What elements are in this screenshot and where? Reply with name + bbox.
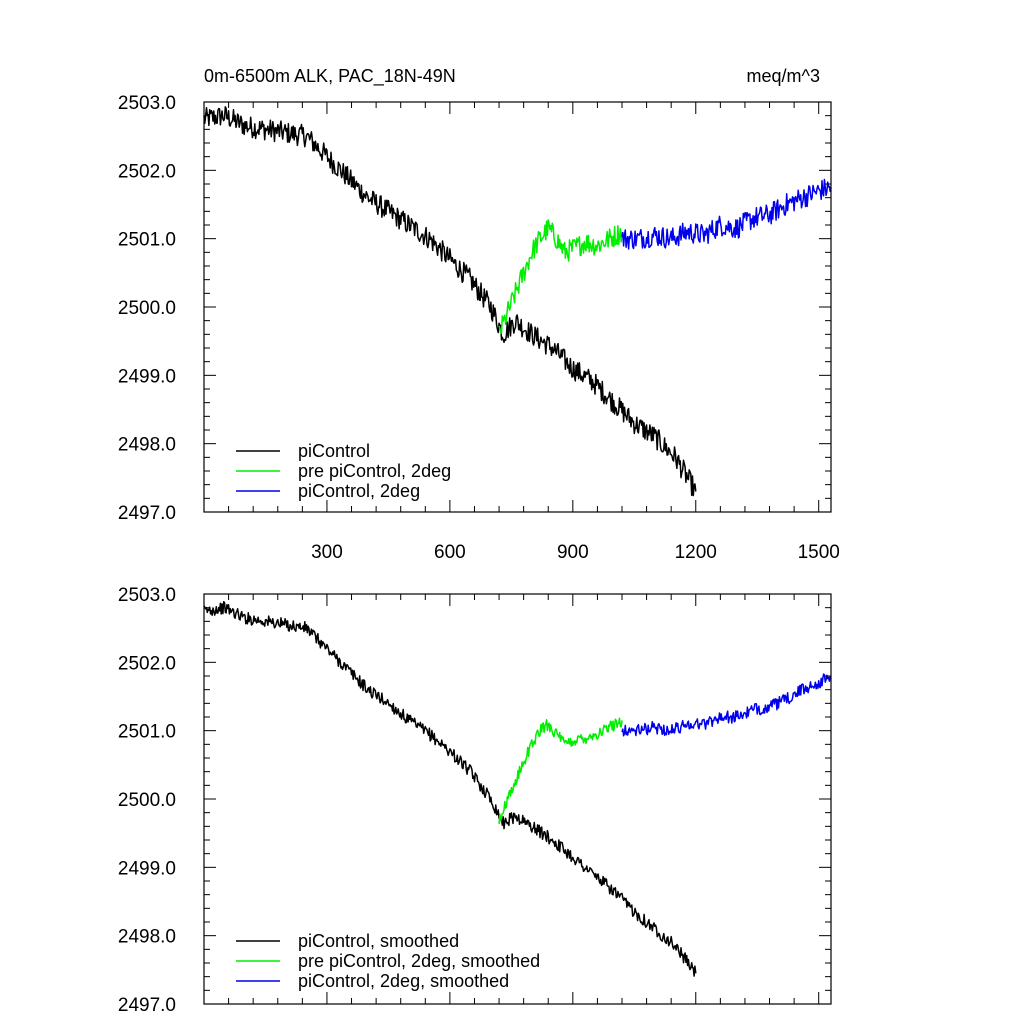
top-panel: 2497.0 2498.0 2499.0 2500.0 2501.0 2502.0 2503… <box>118 93 840 563</box>
top-x-tick-label: 1500 <box>798 542 840 563</box>
bottom-y-tick-label: 2502.0 <box>118 653 176 674</box>
legend-label-pre-picontrol-2deg: pre piControl, 2deg <box>298 461 451 481</box>
top-series-line-2 <box>621 178 832 250</box>
bottom-panel: 2497.0 2498.0 2499.0 2500.0 2501.0 2502.0 2503… <box>118 585 832 1016</box>
top-y-tick-label: 2500.0 <box>118 298 176 319</box>
top-series-line-0 <box>203 106 697 497</box>
top-series-line-1 <box>498 219 623 335</box>
top-x-tick-label: 900 <box>557 542 589 563</box>
bottom-y-tick-label: 2501.0 <box>118 722 176 743</box>
top-series-group <box>203 106 832 497</box>
top-y-tick-label: 2501.0 <box>118 230 176 251</box>
top-y-tick-label: 2503.0 <box>118 93 176 114</box>
legend-label-picontrol-2deg: piControl, 2deg <box>298 481 420 501</box>
bottom-y-tick-label: 2500.0 <box>118 790 176 811</box>
top-x-tick-label: 1200 <box>675 542 717 563</box>
top-legend: piControl pre piControl, 2deg piControl,… <box>236 441 451 501</box>
top-y-tick-labels: 2497.0 2498.0 2499.0 2500.0 2501.0 2502.0 2503… <box>118 93 176 524</box>
bottom-ticks-group <box>204 593 831 1005</box>
units-label: meq/m^3 <box>747 66 820 86</box>
bottom-y-tick-labels: 2497.0 2498.0 2499.0 2500.0 2501.0 2502.0 2503… <box>118 585 176 1016</box>
chart-title: 0m-6500m ALK, PAC_18N-49N <box>204 66 456 87</box>
top-y-tick-label: 2497.0 <box>118 503 176 524</box>
top-y-tick-label: 2498.0 <box>118 435 176 456</box>
top-x-tick-label: 600 <box>434 542 466 563</box>
legend-label-pre-picontrol-2deg-smoothed: pre piControl, 2deg, smoothed <box>298 951 540 971</box>
bottom-series-group <box>203 601 832 977</box>
top-x-tick-labels: 300 600 900 1200 1500 <box>311 542 840 563</box>
top-y-tick-label: 2502.0 <box>118 161 176 182</box>
bottom-series-line-0 <box>203 601 697 977</box>
bottom-y-tick-label: 2498.0 <box>118 927 176 948</box>
bottom-y-tick-label: 2499.0 <box>118 858 176 879</box>
bottom-y-tick-label: 2497.0 <box>118 995 176 1016</box>
bottom-y-tick-label: 2503.0 <box>118 585 176 606</box>
bottom-series-line-2 <box>621 673 832 737</box>
legend-label-picontrol-2deg-smoothed: piControl, 2deg, smoothed <box>298 971 509 991</box>
bottom-series-line-1 <box>498 717 623 825</box>
legend-label-picontrol-smoothed: piControl, smoothed <box>298 931 459 951</box>
bottom-legend: piControl, smoothed pre piControl, 2deg,… <box>236 931 540 991</box>
top-x-tick-label: 300 <box>311 542 343 563</box>
top-ticks-group <box>204 101 831 513</box>
top-y-tick-label: 2499.0 <box>118 366 176 387</box>
legend-label-picontrol: piControl <box>298 441 370 461</box>
